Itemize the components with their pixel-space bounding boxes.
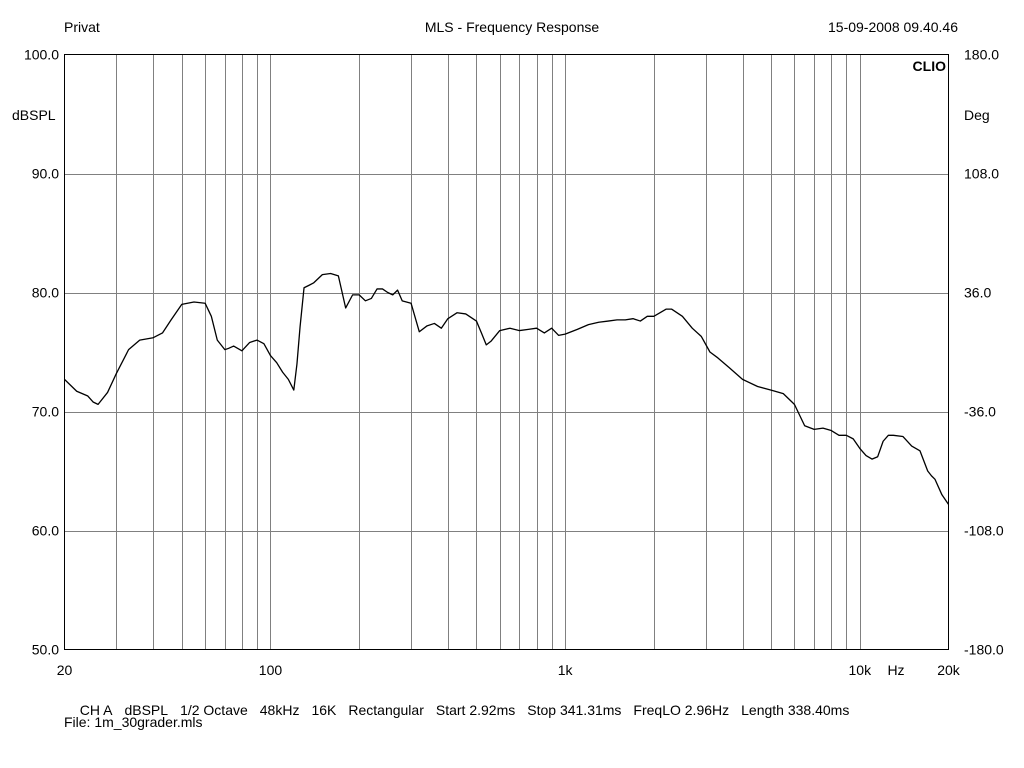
y2-tick-label: -108.0 — [964, 523, 1004, 539]
y-tick-label: 100.0 — [24, 47, 59, 63]
y2-tick-labels: 180.0 108.0 36.0 -36.0 -108.0 -180.0 — [964, 47, 1004, 658]
footer-window: Rectangular — [348, 702, 424, 718]
y-tick-label: 70.0 — [32, 404, 59, 420]
footer-smoothing: 1/2 Octave — [180, 702, 248, 718]
footer-start: Start 2.92ms — [435, 702, 516, 718]
y2-tick-label: -180.0 — [964, 642, 1004, 658]
brand-label: CLIO — [913, 58, 947, 74]
y2-tick-label: -36.0 — [964, 404, 996, 420]
header-left: Privat — [64, 19, 100, 35]
x-axis-unit-label: Hz — [887, 662, 904, 678]
y-tick-label: 60.0 — [32, 523, 59, 539]
footer-settings: CH A dBSPL 1/2 Octave 48kHz 16K Rectangular St… — [72, 686, 861, 718]
footer-freqlo: FreqLO 2.96Hz — [633, 702, 730, 718]
footer-unit: dBSPL — [124, 702, 169, 718]
grid — [64, 54, 949, 650]
y-tick-label: 80.0 — [32, 285, 59, 301]
y2-tick-label: 108.0 — [964, 166, 999, 182]
footer-length: Length 338.40ms — [741, 702, 850, 718]
x-tick-label: 1k — [558, 662, 574, 678]
x-tick-label: 100 — [259, 662, 283, 678]
x-tick-label: 10k — [849, 662, 873, 678]
footer-channel: CH A — [79, 702, 113, 718]
x-tick-labels: 20 100 1k 10k 20k — [57, 662, 961, 678]
frequency-response-line — [64, 272, 950, 505]
y2-axis-label: Deg — [964, 107, 990, 123]
header-datetime: 15-09-2008 09.40.46 — [828, 19, 958, 35]
footer-size: 16K — [311, 702, 337, 718]
footer-sample-rate: 48kHz — [259, 702, 300, 718]
x-tick-label: 20 — [57, 662, 73, 678]
footer-file: File: 1m_30grader.mls — [64, 714, 203, 730]
y-tick-labels: 100.0 90.0 80.0 70.0 60.0 50.0 — [24, 47, 59, 658]
y2-tick-label: 36.0 — [964, 285, 991, 301]
footer-stop: Stop 341.31ms — [527, 702, 622, 718]
y-tick-label: 50.0 — [32, 642, 59, 658]
y2-tick-label: 180.0 — [964, 47, 999, 63]
chart-title: MLS - Frequency Response — [425, 19, 600, 35]
curve-layer — [64, 272, 950, 505]
y-axis-label: dBSPL — [12, 107, 56, 123]
plot-frame — [64, 54, 949, 650]
x-tick-label: 20k — [937, 662, 961, 678]
y-tick-label: 90.0 — [32, 166, 59, 182]
